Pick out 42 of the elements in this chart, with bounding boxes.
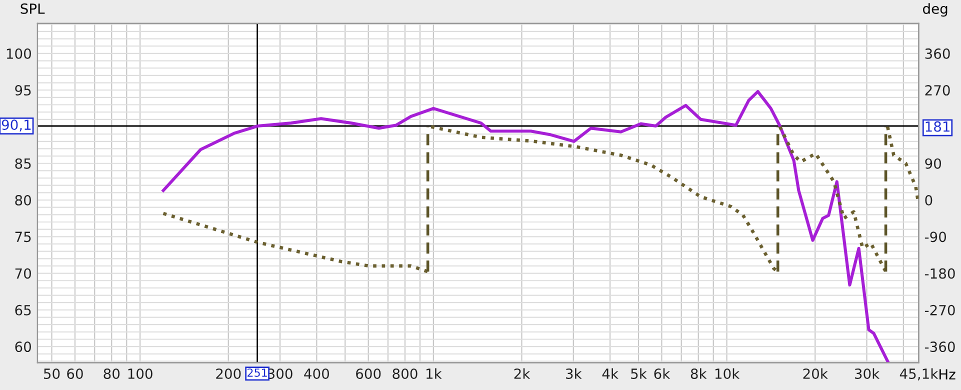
x-tick-label: 80 (104, 368, 120, 380)
x-tick-label: 300 (268, 368, 292, 380)
x-tick-label: 2k (514, 368, 530, 379)
x-tick-label: 45,1k (900, 368, 938, 380)
y-tick-label: 100 (6, 48, 31, 59)
ref-line-label: 90,1 (2, 120, 31, 132)
y-tick-label: 80 (15, 194, 31, 206)
x-tick-label: 200 (216, 368, 241, 380)
x-tick-label: 6k (654, 368, 670, 380)
y2-tick-label: -270 (924, 304, 955, 316)
x-tick-label: 1k (426, 368, 442, 379)
y2-tick-label: 270 (925, 85, 950, 96)
x-tick-label: 3k (566, 368, 582, 380)
x-tick-label: 100 (128, 368, 152, 380)
y2-axis-title: deg (923, 3, 948, 17)
y-tick-label: 60 (15, 342, 31, 352)
x-tick-label: 800 (392, 368, 418, 380)
y2-tick-label: 181 (926, 121, 950, 132)
y2-tick-label: 0 (925, 194, 932, 206)
x-tick-label: 8k (690, 368, 707, 380)
y-tick-label: 75 (15, 232, 31, 242)
y2-tick-label: 90 (925, 158, 942, 169)
x-tick-label: 600 (356, 368, 381, 380)
x-tick-label: 20k (803, 368, 828, 380)
x-tick-label: 10k (715, 368, 740, 380)
x-tick-label: 5k (631, 368, 647, 380)
x-tick-label: 400 (304, 368, 330, 380)
y-tick-label: 95 (15, 85, 31, 96)
x-axis-title: Hz (940, 369, 956, 380)
x-tick-label: 30k (854, 368, 880, 380)
y2-tick-label: 360 (925, 48, 950, 59)
y-tick-label: 85 (15, 158, 31, 169)
y-tick-label: 70 (15, 268, 31, 279)
y2-tick-label: -360 (924, 342, 955, 352)
ref-line-label: 251 (248, 368, 267, 377)
x-tick-label: 60 (67, 368, 83, 380)
y-tick-label: 65 (15, 304, 31, 316)
x-tick-label: 4k (602, 368, 618, 379)
y2-tick-label: -90 (924, 232, 946, 242)
y2-tick-label: -180 (924, 268, 955, 279)
y-axis-title: SPL (20, 3, 45, 14)
x-tick-label: 50 (44, 368, 60, 380)
